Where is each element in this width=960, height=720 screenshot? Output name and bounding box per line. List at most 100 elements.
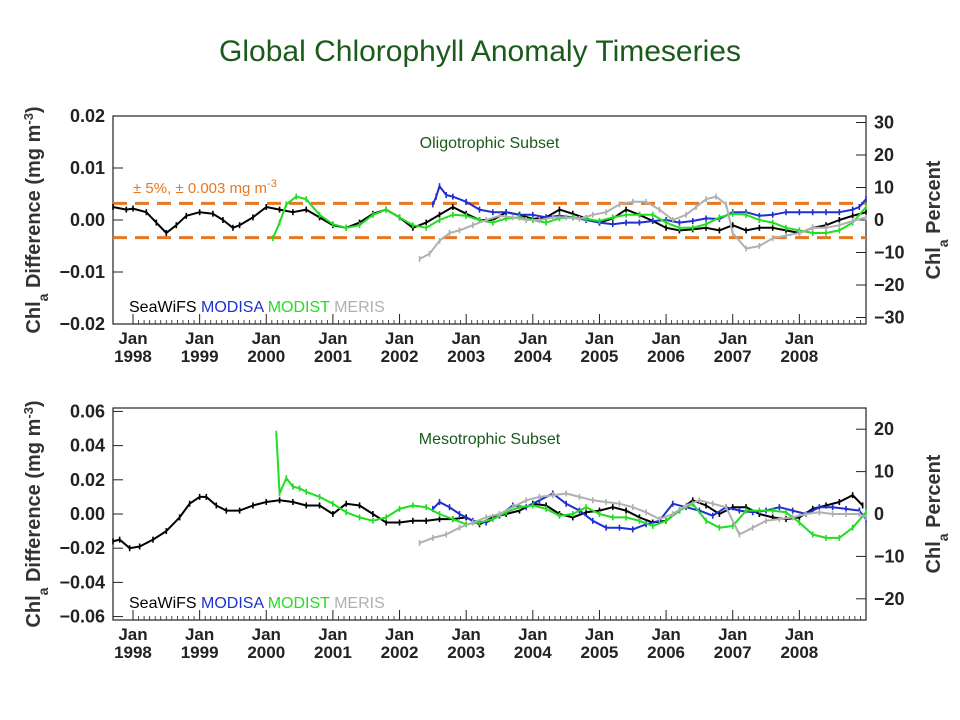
threshold-annotation-part: -3 (267, 178, 277, 190)
ytick-label: −0.02 (59, 314, 105, 334)
ylabel-part: ) (23, 400, 45, 407)
y2label-part: Percent (923, 160, 945, 239)
legend-item-modist: MODIST (263, 299, 330, 316)
ytick-label: 0.02 (70, 470, 105, 490)
xtick-label-month: Jan (385, 625, 414, 644)
xtick-label-year: 2005 (581, 347, 619, 366)
chart-title: Global Chlorophyll Anomaly Timeseries (219, 35, 741, 68)
oligotrophic-panel: 0.02 0.01 0.00 −0.01 −0.02 30 20 10 0 −10 −20 −30 Ja… (21, 106, 952, 366)
xtick-label-year: 1998 (114, 347, 152, 366)
y2tick-label: 0 (874, 504, 884, 524)
ylabel: Chla Difference (mg m-3) (21, 106, 52, 333)
y2tick-label: 10 (874, 462, 894, 482)
xtick-label-year: 2000 (247, 347, 285, 366)
xtick-label-year: 2003 (447, 347, 485, 366)
ylabel-part: Difference (mg m (23, 419, 45, 588)
xtick-label-year: 2005 (581, 643, 619, 662)
xtick-label-month: Jan (651, 329, 680, 348)
ytick-label: −0.02 (59, 538, 105, 558)
series-line-modist (275, 433, 867, 539)
ylabel-part: -3 (21, 113, 36, 125)
series-modisa (432, 490, 867, 533)
series-modist (275, 430, 867, 541)
xtick-label-month: Jan (718, 625, 747, 644)
ytick-label: −0.06 (59, 607, 105, 627)
mesotrophic-panel: 0.06 0.04 0.02 0.00 −0.02 −0.04 −0.06 20 10 0 −10 −… (21, 400, 952, 662)
xtick-label-year: 2004 (514, 643, 552, 662)
y2tick-label: 20 (874, 145, 894, 165)
xtick-label-month: Jan (518, 329, 547, 348)
y2label-part: Chl (923, 247, 945, 279)
threshold-annotation-part: ± 5%, ± 0.003 mg m (133, 180, 267, 197)
y2tick-label: 20 (874, 419, 894, 439)
ytick-label: 0.06 (70, 401, 105, 421)
ylabel-part: Chl (23, 595, 45, 627)
xtick-label-month: Jan (585, 625, 614, 644)
xtick-label-year: 2006 (647, 347, 685, 366)
xtick-label-year: 2002 (381, 347, 419, 366)
xtick-label-year: 2000 (247, 643, 285, 662)
xtick-label-month: Jan (718, 329, 747, 348)
xtick-label-year: 2004 (514, 347, 552, 366)
legend-item-modisa: MODISA (197, 595, 265, 612)
xtick-label-year: 2007 (714, 643, 752, 662)
xtick-label-year: 1998 (114, 643, 152, 662)
y2tick-label: −10 (874, 546, 905, 566)
xtick-label-month: Jan (318, 329, 347, 348)
panel-subtitle: Oligotrophic Subset (420, 135, 560, 152)
xtick-label-month: Jan (185, 625, 214, 644)
xtick-label-year: 1999 (181, 643, 219, 662)
legend-item-modist: MODIST (263, 595, 330, 612)
ytick-label: 0.00 (70, 504, 105, 524)
y2tick-label: 30 (874, 113, 894, 133)
ylabel-part: Chl (23, 301, 45, 333)
xtick-label-year: 2008 (780, 347, 818, 366)
xtick-label-year: 2001 (314, 643, 352, 662)
ytick-label: 0.01 (70, 158, 105, 178)
xtick-label-month: Jan (785, 625, 814, 644)
xtick-label-month: Jan (118, 625, 147, 644)
series-meris (418, 490, 867, 547)
ytick-label: 0.04 (70, 436, 105, 456)
y2label: Chla Percent (923, 454, 951, 573)
legend-item-meris: MERIS (330, 299, 385, 316)
ytick-label: −0.04 (59, 572, 105, 592)
xtick-label-month: Jan (385, 329, 414, 348)
ylabel-part: Difference (mg m (23, 125, 45, 294)
y2tick-label: −30 (874, 308, 905, 328)
y2tick-label: 10 (874, 178, 894, 198)
xtick-label-year: 2008 (780, 643, 818, 662)
ylabel-part: ) (23, 106, 45, 113)
panel-subtitle: Mesotrophic Subset (419, 431, 561, 448)
xtick-label-year: 2002 (381, 643, 419, 662)
y2label: Chla Percent (923, 160, 951, 279)
xtick-label-month: Jan (785, 329, 814, 348)
y2label-part: Chl (923, 541, 945, 573)
y2label-part: a (935, 533, 951, 541)
legend: SeaWiFS MODISA MODIST MERIS (129, 299, 385, 316)
ylabel-part: a (35, 587, 51, 595)
threshold-annotation: ± 5%, ± 0.003 mg m-3 (133, 178, 277, 197)
legend-item-modisa: MODISA (197, 299, 265, 316)
legend-item-seawifs: SeaWiFS (129, 595, 197, 612)
ytick-label: −0.01 (59, 262, 105, 282)
xtick-label-month: Jan (518, 625, 547, 644)
ylabel-part: -3 (21, 407, 36, 419)
y2tick-label: −20 (874, 589, 905, 609)
series-meris (418, 193, 867, 262)
xtick-label-year: 2001 (314, 347, 352, 366)
xtick-label-month: Jan (452, 625, 481, 644)
y2tick-label: 0 (874, 210, 884, 230)
xtick-label-month: Jan (651, 625, 680, 644)
xtick-label-month: Jan (318, 625, 347, 644)
y2tick-label: −20 (874, 275, 905, 295)
ytick-label: 0.02 (70, 106, 105, 126)
legend: SeaWiFS MODISA MODIST MERIS (129, 595, 385, 612)
y2label-part: Percent (923, 454, 945, 533)
xtick-label-year: 2003 (447, 643, 485, 662)
xtick-label-month: Jan (118, 329, 147, 348)
legend-item-seawifs: SeaWiFS (129, 299, 197, 316)
ytick-label: 0.00 (70, 210, 105, 230)
xtick-label-year: 2007 (714, 347, 752, 366)
